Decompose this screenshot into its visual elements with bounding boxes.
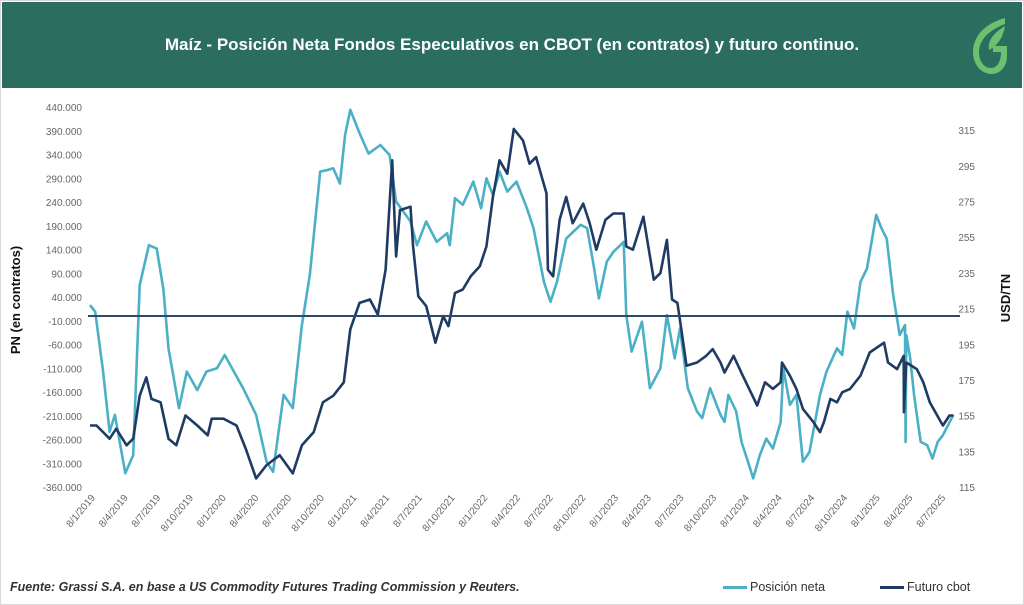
x-tick-label: 8/10/2024 bbox=[813, 493, 850, 534]
y-tick-label: -260.000 bbox=[43, 436, 83, 447]
y2-tick-label: 175 bbox=[958, 376, 975, 387]
legend-swatch-net bbox=[723, 585, 747, 589]
y-tick-label: -360.000 bbox=[43, 483, 83, 494]
x-tick-label: 8/1/2025 bbox=[849, 493, 883, 530]
legend-item-futures: Futuro cbot bbox=[880, 580, 970, 594]
x-tick-label: 8/7/2021 bbox=[391, 493, 425, 530]
y2-tick-label: 155 bbox=[958, 412, 975, 423]
x-tick-label: 8/4/2022 bbox=[490, 493, 524, 530]
y-tick-label: 40.000 bbox=[51, 293, 82, 304]
x-tick-label: 8/1/2023 bbox=[588, 493, 622, 530]
x-tick-label: 8/4/2024 bbox=[751, 493, 785, 530]
y2-tick-label: 315 bbox=[958, 126, 975, 137]
x-tick-label: 8/7/2020 bbox=[261, 493, 295, 530]
y2-tick-label: 275 bbox=[958, 198, 975, 209]
series-line-futures-cbot bbox=[90, 127, 954, 480]
legend-label-futures: Futuro cbot bbox=[907, 580, 971, 594]
source-note: Fuente: Grassi S.A. en base a US Commodi… bbox=[10, 580, 520, 594]
x-tick-label: 8/10/2021 bbox=[421, 493, 458, 534]
legend-swatch-futures bbox=[880, 585, 904, 589]
y-tick-label: 240.000 bbox=[46, 198, 83, 209]
y-tick-label: 190.000 bbox=[46, 222, 83, 233]
x-tick-label: 8/7/2024 bbox=[784, 493, 818, 530]
x-tick-label: 8/1/2024 bbox=[719, 493, 753, 530]
x-tick-label: 8/10/2019 bbox=[159, 493, 196, 534]
x-tick-label: 8/7/2025 bbox=[915, 493, 949, 530]
y-tick-label: -60.000 bbox=[48, 341, 82, 352]
x-tick-label: 8/10/2023 bbox=[682, 493, 719, 534]
y-tick-label: 140.000 bbox=[46, 246, 83, 257]
legend-label-net: Posición neta bbox=[750, 580, 826, 594]
y2-tick-label: 195 bbox=[958, 340, 975, 351]
y2-tick-label: 295 bbox=[958, 162, 975, 173]
legend-item-net-position: Posición neta bbox=[723, 580, 825, 594]
y-tick-label: -310.000 bbox=[43, 459, 83, 470]
x-tick-label: 8/1/2020 bbox=[195, 493, 229, 530]
y-tick-label: 290.000 bbox=[46, 174, 83, 185]
x-tick-label: 8/7/2019 bbox=[130, 493, 164, 530]
y-tick-label: -10.000 bbox=[48, 317, 82, 328]
x-tick-label: 8/10/2020 bbox=[290, 493, 327, 534]
chart-title: Maíz - Posición Neta Fondos Especulativo… bbox=[164, 35, 860, 54]
y-tick-label: 90.000 bbox=[51, 269, 82, 280]
y2-tick-label: 215 bbox=[958, 305, 975, 316]
y-axis-title: PN (en contratos) bbox=[8, 246, 23, 354]
x-tick-label: 8/10/2022 bbox=[551, 493, 588, 534]
x-tick-label: 8/4/2019 bbox=[97, 493, 131, 530]
series-line-net-position bbox=[88, 108, 955, 480]
y-tick-label: 390.000 bbox=[46, 127, 83, 138]
y2-tick-label: 235 bbox=[958, 269, 975, 280]
x-tick-label: 8/4/2020 bbox=[228, 493, 262, 530]
x-tick-label: 8/1/2022 bbox=[457, 493, 491, 530]
x-tick-label: 8/1/2021 bbox=[326, 493, 360, 530]
x-tick-label: 8/7/2023 bbox=[653, 493, 687, 530]
y-tick-label: -110.000 bbox=[43, 364, 82, 375]
y-tick-label: -210.000 bbox=[43, 412, 83, 423]
y-tick-label: 340.000 bbox=[46, 151, 83, 162]
x-tick-label: 8/7/2022 bbox=[522, 493, 556, 530]
header-banner: Maíz - Posición Neta Fondos Especulativo… bbox=[2, 2, 1022, 88]
y2-axis-title: USD/TN bbox=[998, 274, 1013, 322]
y2-tick-label: 255 bbox=[958, 233, 975, 244]
y2-tick-label: 115 bbox=[959, 483, 975, 494]
y-tick-label: 440.000 bbox=[46, 103, 83, 114]
grassi-logo-icon bbox=[973, 18, 1007, 74]
y2-tick-label: 135 bbox=[958, 447, 975, 458]
x-tick-label: 8/4/2025 bbox=[882, 493, 916, 530]
x-tick-label: 8/1/2019 bbox=[64, 493, 98, 530]
x-tick-label: 8/4/2023 bbox=[620, 493, 654, 530]
y-tick-label: -160.000 bbox=[43, 388, 83, 399]
x-tick-label: 8/4/2021 bbox=[359, 493, 393, 530]
